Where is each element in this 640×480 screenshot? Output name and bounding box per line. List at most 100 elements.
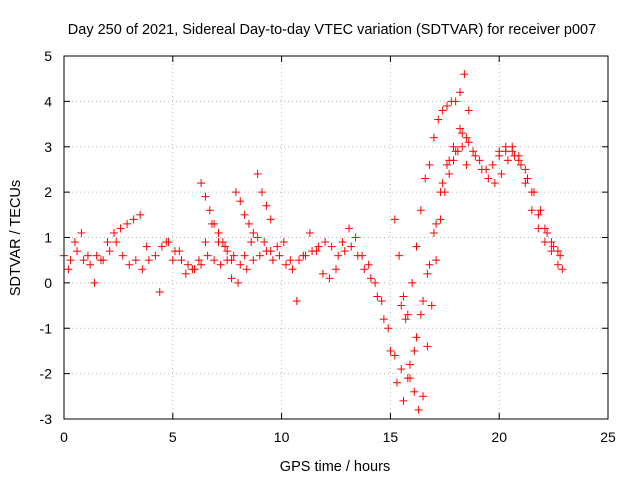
- data-point: [364, 260, 373, 269]
- y-axis-label: SDTVAR / TECUs: [8, 180, 24, 296]
- data-point: [497, 169, 506, 178]
- data-point: [440, 188, 449, 197]
- data-point: [210, 256, 219, 265]
- data-point: [103, 238, 112, 247]
- x-axis-label: GPS time / hours: [280, 459, 390, 475]
- data-point: [484, 174, 493, 183]
- data-point: [501, 142, 510, 151]
- y-tick-label: 4: [44, 93, 52, 109]
- data-point: [543, 228, 552, 237]
- data-point: [240, 251, 249, 260]
- data-point: [96, 256, 105, 265]
- data-point: [125, 260, 134, 269]
- data-point: [347, 242, 356, 251]
- data-point: [279, 238, 288, 247]
- data-point: [445, 169, 454, 178]
- data-point: [384, 324, 393, 333]
- data-point: [456, 88, 465, 97]
- data-point: [325, 274, 334, 283]
- data-point: [379, 315, 388, 324]
- data-point: [83, 251, 92, 260]
- x-tick-label: 5: [169, 429, 177, 445]
- data-point: [142, 242, 151, 251]
- data-point: [462, 133, 471, 142]
- data-point: [549, 242, 558, 251]
- data-point: [275, 251, 284, 260]
- data-point: [414, 405, 423, 414]
- data-point: [253, 169, 262, 178]
- data-point: [464, 106, 473, 115]
- data-point: [360, 265, 369, 274]
- data-point: [399, 396, 408, 405]
- series-track-3: [197, 169, 275, 265]
- data-point: [366, 274, 375, 283]
- data-point: [281, 260, 290, 269]
- data-point: [503, 156, 512, 165]
- data-point: [216, 260, 225, 269]
- data-point: [475, 156, 484, 165]
- data-point: [64, 265, 73, 274]
- data-point: [553, 247, 562, 256]
- data-point: [438, 179, 447, 188]
- data-point: [253, 233, 262, 242]
- data-point: [157, 242, 166, 251]
- data-point: [90, 278, 99, 287]
- data-point: [521, 179, 530, 188]
- data-point: [227, 256, 236, 265]
- data-point: [408, 278, 417, 287]
- data-point: [262, 201, 271, 210]
- data-point: [136, 210, 145, 219]
- data-point: [116, 224, 125, 233]
- y-tick-label: -2: [40, 366, 53, 382]
- x-tick-label: 0: [60, 429, 68, 445]
- data-point: [79, 256, 88, 265]
- data-point: [260, 238, 269, 247]
- data-point: [299, 251, 308, 260]
- data-point: [432, 256, 441, 265]
- data-point: [460, 70, 469, 79]
- data-point: [490, 179, 499, 188]
- data-point: [427, 301, 436, 310]
- data-point: [405, 360, 414, 369]
- data-point: [377, 297, 386, 306]
- data-point: [73, 247, 82, 256]
- data-point: [321, 238, 330, 247]
- data-point: [223, 247, 232, 256]
- data-points: [60, 70, 567, 414]
- y-tick-label: -1: [40, 320, 53, 336]
- data-point: [268, 256, 277, 265]
- data-point: [312, 247, 321, 256]
- data-point: [129, 215, 138, 224]
- data-point: [110, 228, 119, 237]
- data-point: [266, 215, 275, 224]
- data-point: [458, 129, 467, 138]
- data-point: [112, 238, 121, 247]
- data-point: [144, 256, 153, 265]
- data-point: [210, 219, 219, 228]
- series-track-4: [390, 70, 473, 319]
- data-point: [412, 333, 421, 342]
- data-point: [482, 165, 491, 174]
- y-tick-label: -3: [40, 411, 53, 427]
- data-point: [442, 101, 451, 110]
- data-point: [527, 206, 536, 215]
- data-point: [403, 310, 412, 319]
- data-point: [442, 160, 451, 169]
- data-point: [218, 238, 227, 247]
- data-point: [558, 265, 567, 274]
- data-point: [423, 342, 432, 351]
- data-point: [266, 247, 275, 256]
- data-point: [523, 174, 532, 183]
- data-point: [77, 228, 86, 237]
- data-point: [229, 251, 238, 260]
- data-point: [255, 251, 264, 260]
- x-tick-label: 25: [600, 429, 616, 445]
- data-point: [436, 215, 445, 224]
- data-point: [194, 256, 203, 265]
- data-point: [412, 242, 421, 251]
- data-point: [236, 197, 245, 206]
- data-point: [66, 256, 75, 265]
- data-point: [221, 242, 230, 251]
- data-point: [177, 256, 186, 265]
